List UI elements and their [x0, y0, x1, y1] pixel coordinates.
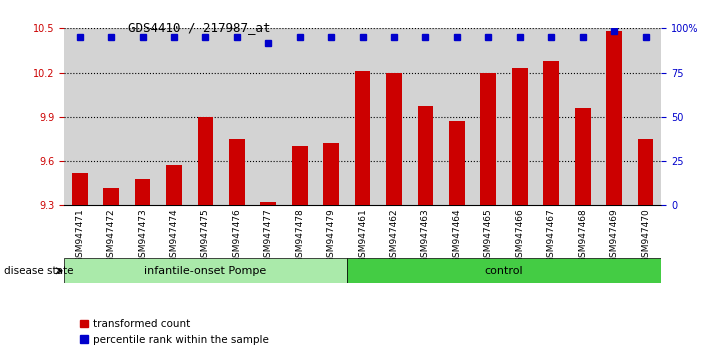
Bar [166, 166, 182, 205]
Bar [386, 73, 402, 205]
Text: GSM947471: GSM947471 [75, 208, 84, 263]
Text: GSM947477: GSM947477 [264, 208, 273, 263]
Text: GSM947475: GSM947475 [201, 208, 210, 263]
Text: GSM947468: GSM947468 [578, 208, 587, 263]
Bar [260, 202, 276, 205]
Bar [417, 107, 433, 205]
Bar [638, 139, 653, 205]
FancyBboxPatch shape [64, 258, 347, 283]
Bar [449, 121, 465, 205]
Bar [72, 173, 87, 205]
Text: GSM947478: GSM947478 [295, 208, 304, 263]
Text: GDS4410 / 217987_at: GDS4410 / 217987_at [128, 21, 270, 34]
Bar [324, 143, 339, 205]
Text: GSM947474: GSM947474 [169, 208, 178, 263]
Text: GSM947462: GSM947462 [390, 208, 399, 263]
Text: GSM947476: GSM947476 [232, 208, 241, 263]
Text: GSM947479: GSM947479 [326, 208, 336, 263]
Bar [574, 108, 591, 205]
Bar [134, 179, 151, 205]
Bar [512, 68, 528, 205]
Text: GSM947473: GSM947473 [138, 208, 147, 263]
Text: GSM947465: GSM947465 [484, 208, 493, 263]
Text: GSM947463: GSM947463 [421, 208, 430, 263]
Text: GSM947472: GSM947472 [107, 208, 116, 263]
Bar [103, 188, 119, 205]
Bar [606, 31, 622, 205]
Bar [355, 71, 370, 205]
Bar [198, 117, 213, 205]
Text: GSM947461: GSM947461 [358, 208, 367, 263]
Text: infantile-onset Pompe: infantile-onset Pompe [144, 266, 267, 276]
Bar [543, 61, 559, 205]
Text: control: control [485, 266, 523, 276]
Text: GSM947466: GSM947466 [515, 208, 524, 263]
Text: GSM947469: GSM947469 [609, 208, 619, 263]
Text: GSM947467: GSM947467 [547, 208, 556, 263]
Text: disease state: disease state [4, 266, 73, 276]
Bar [229, 139, 245, 205]
Bar [292, 146, 308, 205]
FancyBboxPatch shape [347, 258, 661, 283]
Bar [481, 73, 496, 205]
Text: GSM947470: GSM947470 [641, 208, 650, 263]
Legend: transformed count, percentile rank within the sample: transformed count, percentile rank withi… [76, 315, 273, 349]
Text: GSM947464: GSM947464 [452, 208, 461, 263]
